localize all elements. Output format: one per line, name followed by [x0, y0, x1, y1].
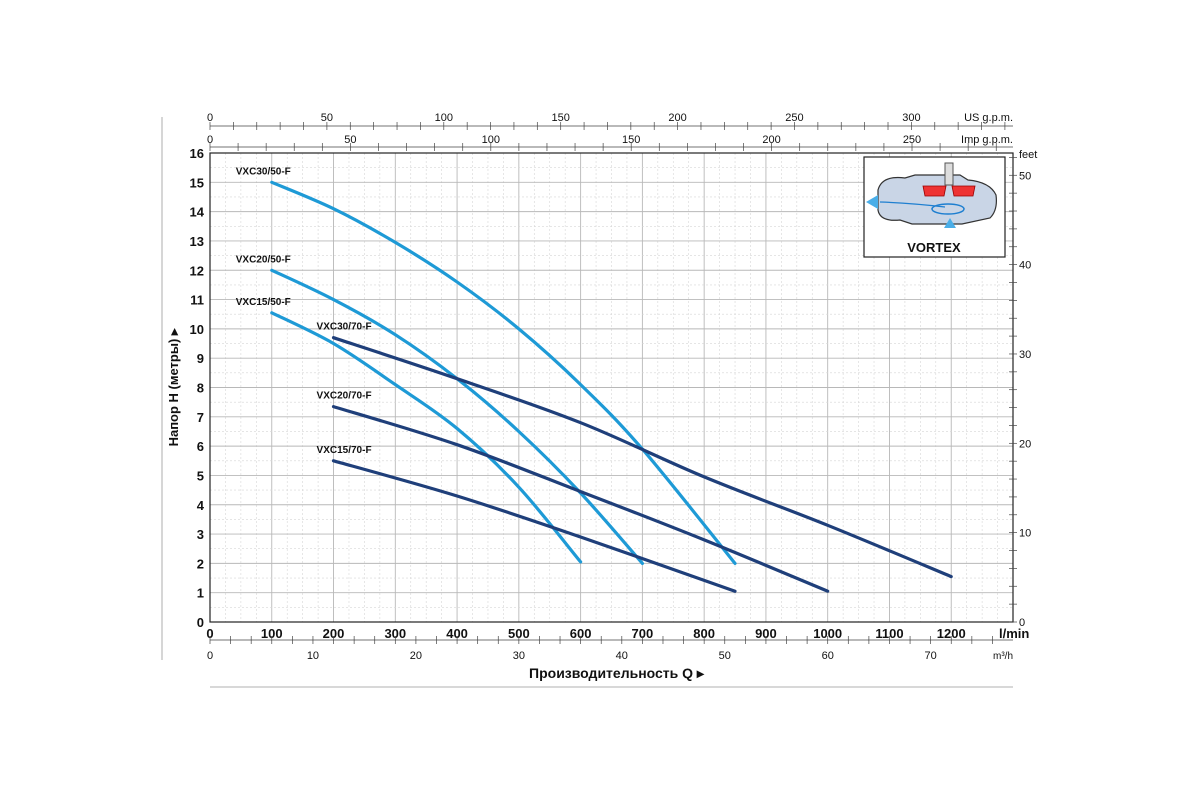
imp-gpm-axis-tick-label: 50 [344, 134, 356, 146]
y-tick-label: 3 [197, 527, 204, 542]
series-label: VXC15/70-F [317, 445, 372, 456]
x-tick-label: 300 [384, 626, 406, 641]
vortex-inset: VORTEX [863, 156, 1006, 258]
m3h-tick-label: 30 [513, 650, 525, 662]
x-tick-label: 400 [446, 626, 468, 641]
x-tick-label: 500 [508, 626, 530, 641]
us-gpm-axis-tick-label: 300 [902, 112, 920, 124]
feet-tick-label: 10 [1019, 528, 1031, 540]
imp-gpm-axis-tick-label: 0 [207, 134, 213, 146]
x-tick-label: 900 [755, 626, 777, 641]
x-tick-label: 1000 [813, 626, 842, 641]
y-tick-label: 7 [197, 410, 204, 425]
imp-gpm-axis-tick-label: 150 [622, 134, 640, 146]
y-tick-label: 9 [197, 351, 204, 366]
y-tick-label: 11 [190, 293, 204, 308]
y-tick-label: 13 [190, 234, 204, 249]
x-tick-label: 700 [632, 626, 654, 641]
series-label: VXC20/50-F [236, 254, 291, 265]
us-gpm-axis-tick-label: 0 [207, 112, 213, 124]
feet-tick-label: 30 [1019, 349, 1031, 361]
series-line-vxc30-70-f [331, 336, 953, 579]
x-tick-label: 0 [206, 626, 213, 641]
us-gpm-axis-tick-label: 150 [552, 112, 570, 124]
x-unit-label: l/min [999, 626, 1029, 641]
impeller-icon [922, 185, 976, 197]
imp-gpm-axis-tick-label: 200 [762, 134, 780, 146]
axes: 0 100 200 300 400 500 600 700 800 900 1000 1100 1200… [161, 112, 1037, 688]
m3h-tick-label: 10 [307, 650, 319, 662]
feet-tick-label: 0 [1019, 617, 1025, 629]
shaft-icon [944, 162, 954, 186]
imp-gpm-axis-unit-label: Imp g.p.m. [961, 134, 1013, 146]
imp-gpm-axis-tick-label: 100 [482, 134, 500, 146]
plot-frame [209, 152, 1014, 623]
us-gpm-axis-tick-label: 250 [785, 112, 803, 124]
m3h-unit-label: m³/h [993, 651, 1013, 662]
y-tick-label: 15 [190, 175, 204, 190]
series-line-vxc20-70-f [331, 405, 830, 593]
y-tick-label: 0 [197, 615, 204, 630]
series-labels: VXC30/50-F VXC20/50-F VXC15/50-F VXC30/70-F… [236, 166, 372, 455]
y-tick-label: 5 [197, 468, 204, 483]
m3h-tick-label: 50 [719, 650, 731, 662]
feet-tick-label: 40 [1019, 260, 1031, 272]
series-label: VXC30/50-F [236, 166, 291, 177]
series-line-vxc15-70-f [331, 459, 737, 593]
inlet-arrow-icon [944, 218, 956, 228]
y-tick-label: 8 [197, 381, 204, 396]
m3h-tick-label: 60 [822, 650, 834, 662]
y-tick-label: 2 [197, 556, 204, 571]
series-lines [270, 180, 953, 593]
y-tick-label: 1 [197, 586, 204, 601]
feet-tick-label: 20 [1019, 438, 1031, 450]
y-axis-label: Напор H (метры) ▸ [166, 327, 181, 446]
x-tick-label: 800 [693, 626, 715, 641]
outlet-arrow-icon [866, 195, 878, 209]
vortex-swirl-icon [931, 203, 965, 215]
y-tick-label: 14 [190, 205, 205, 220]
x-tick-label: 1200 [937, 626, 966, 641]
flow-line-icon [879, 201, 946, 208]
m3h-tick-label: 40 [616, 650, 628, 662]
series-label: VXC15/50-F [236, 297, 291, 308]
feet-unit-label: feet [1019, 149, 1037, 161]
inset-label: VORTEX [907, 240, 961, 255]
y-tick-label: 10 [190, 322, 204, 337]
series-label: VXC30/70-F [317, 322, 372, 333]
x-tick-label: 200 [323, 626, 345, 641]
us-gpm-axis-tick-label: 100 [435, 112, 453, 124]
us-gpm-axis-tick-label: 50 [321, 112, 333, 124]
series-label: VXC20/70-F [317, 391, 372, 402]
feet-tick-label: 50 [1019, 170, 1031, 182]
y-tick-label: 12 [190, 263, 204, 278]
m3h-tick-label: 0 [207, 650, 213, 662]
x-tick-label: 600 [570, 626, 592, 641]
x-axis-label: Производительность Q ▸ [529, 665, 705, 681]
y-tick-label: 16 [190, 146, 204, 161]
m3h-tick-label: 70 [925, 650, 937, 662]
imp-gpm-axis-tick-label: 250 [903, 134, 921, 146]
pump-housing-icon [877, 174, 997, 225]
x-tick-label: 100 [261, 626, 283, 641]
us-gpm-axis-unit-label: US g.p.m. [964, 112, 1013, 124]
x-tick-label: 1100 [875, 626, 903, 641]
m3h-tick-label: 20 [410, 650, 422, 662]
y-tick-label: 6 [197, 439, 204, 454]
series-line-vxc15-50-f [270, 311, 583, 564]
y-tick-label: 4 [197, 498, 205, 513]
us-gpm-axis-tick-label: 200 [668, 112, 686, 124]
